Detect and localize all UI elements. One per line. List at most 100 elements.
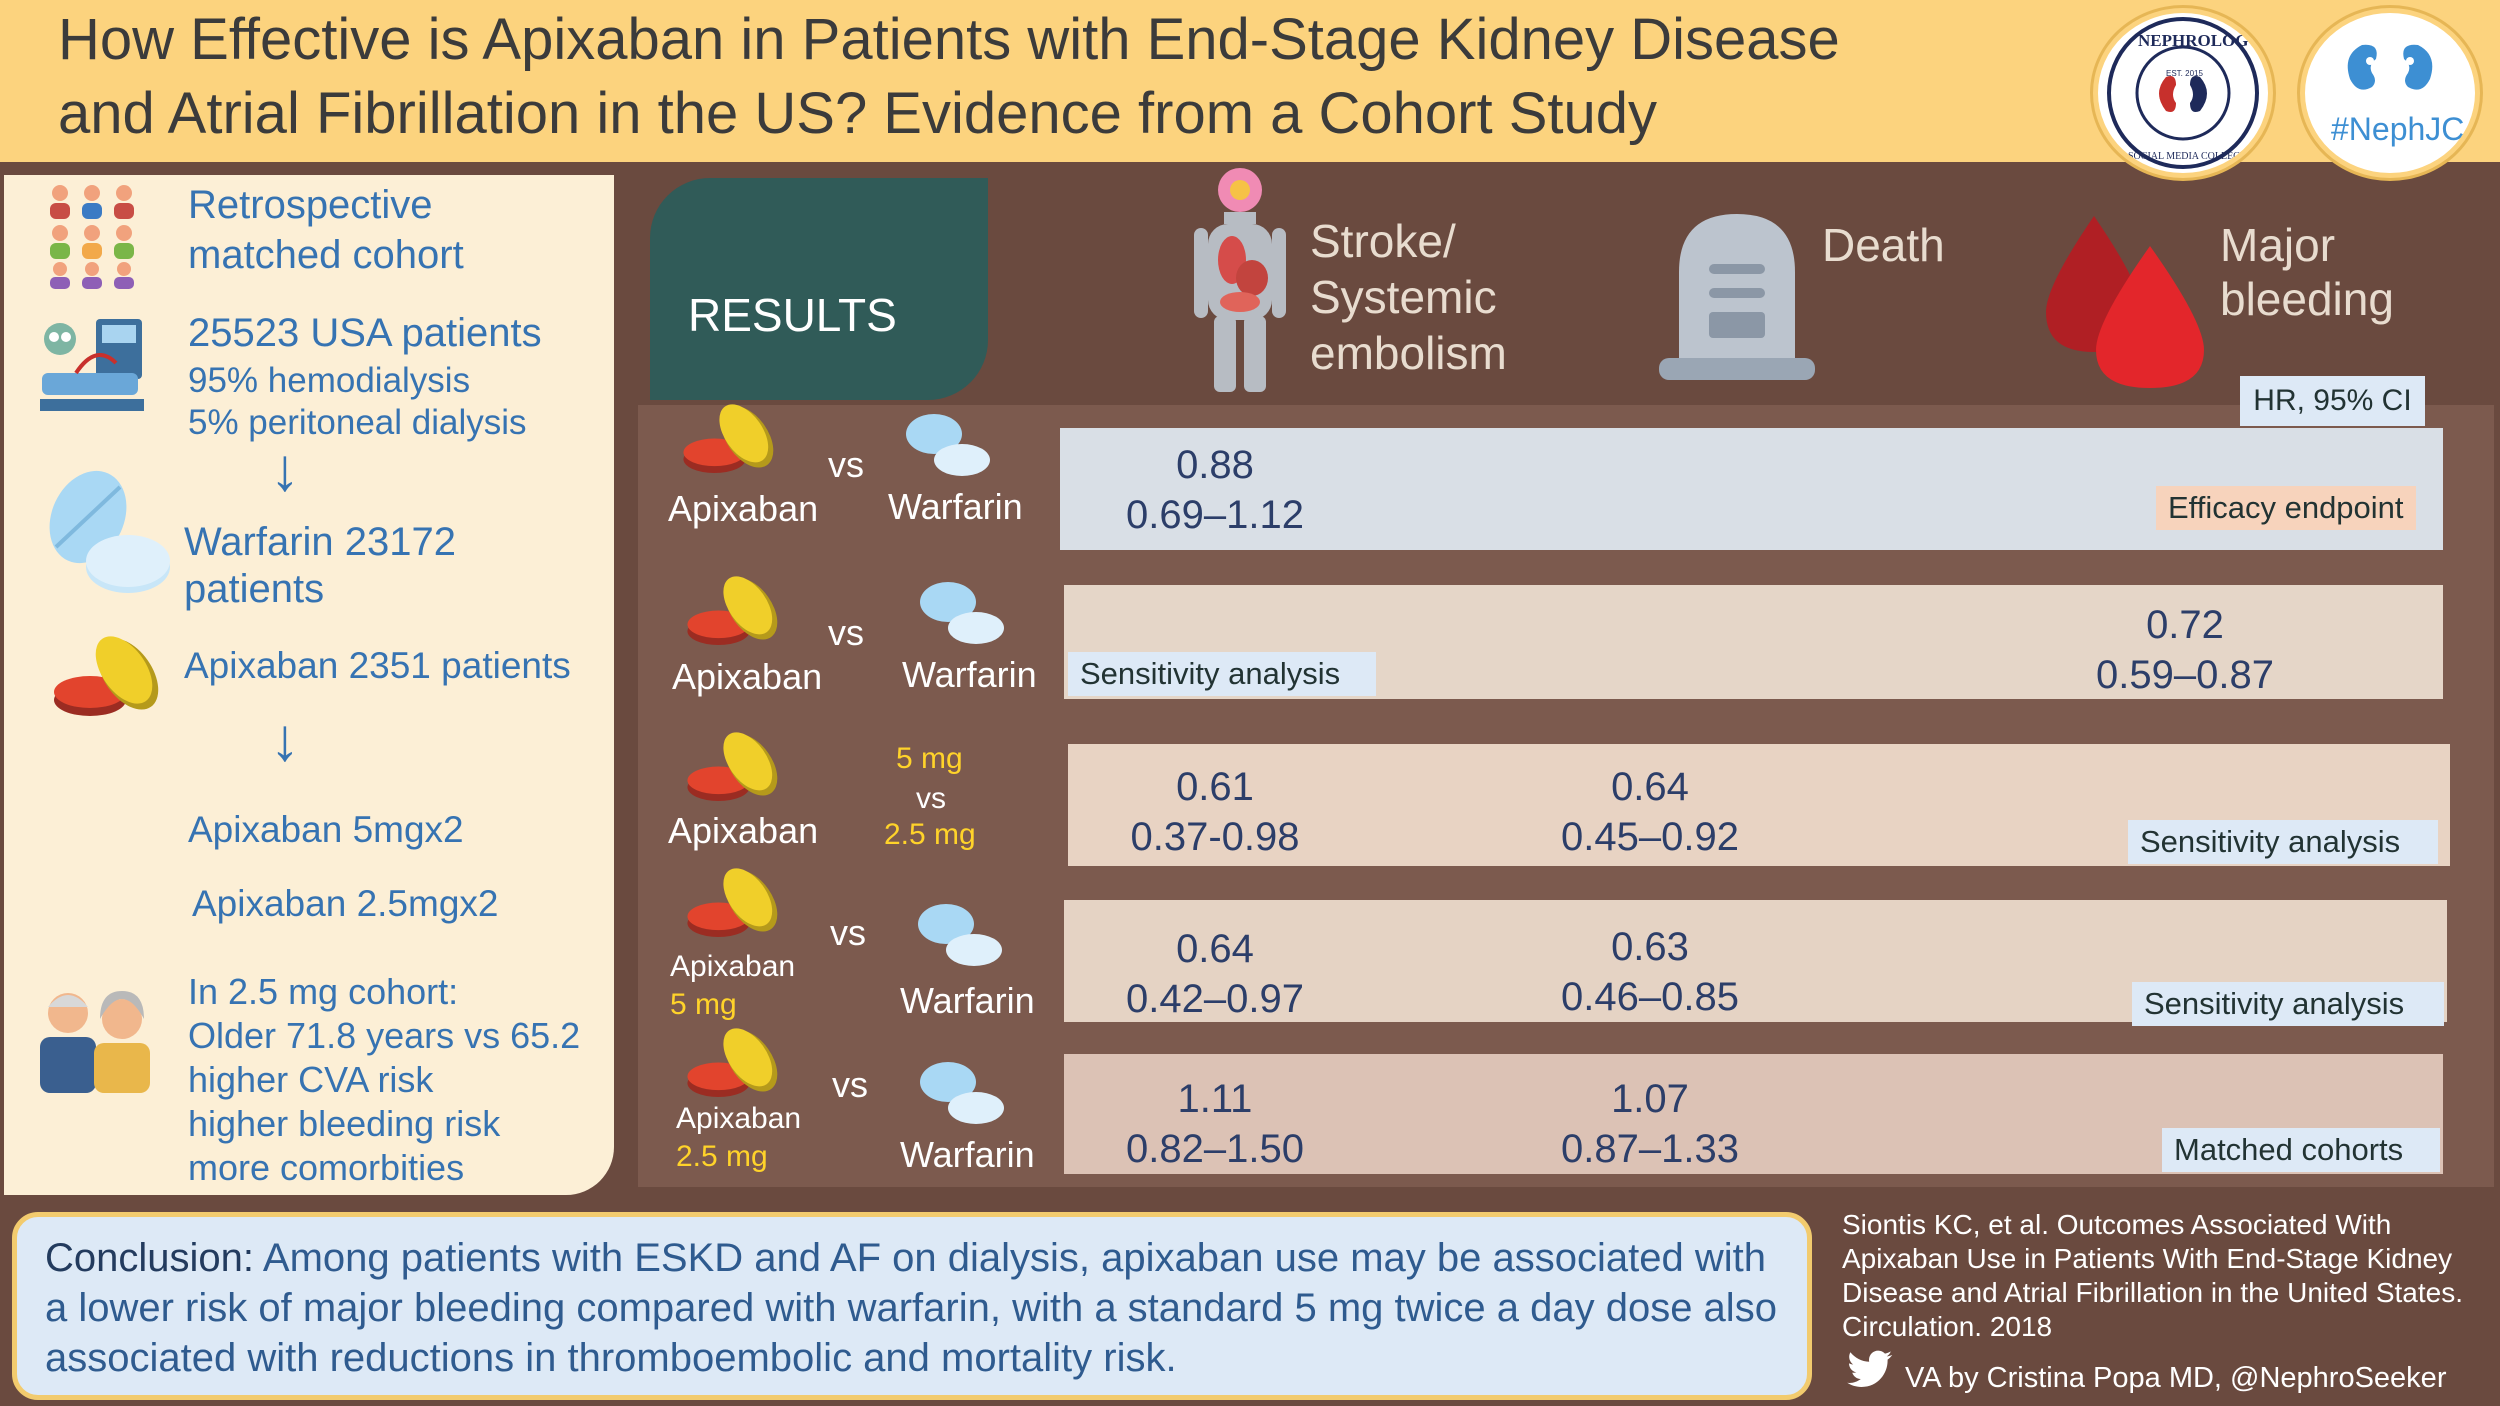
cohort-type-2: matched cohort — [188, 233, 464, 277]
study-design-panel: Retrospective matched cohort 25523 USA p… — [4, 175, 614, 1195]
twitter-bird-icon — [1847, 1350, 1893, 1387]
warfarin-pill-icon — [49, 470, 170, 593]
col-stroke-line2: Systemic — [1310, 271, 1497, 323]
warfarin-unit: patients — [184, 567, 325, 611]
badge-est-text: EST. 2015 — [2166, 69, 2203, 78]
nephrology-badge: NEPHROLOGY EST. 2015 SOCIAL MEDIA COLLEC… — [2093, 8, 2273, 178]
nephjc-badge: #NephJC — [2300, 8, 2480, 178]
death-hr: 1.07 — [1611, 1077, 1689, 1121]
row-tag: Sensitivity analysis — [2128, 820, 2438, 864]
results-tab: RESULTS — [650, 178, 988, 400]
nephrology-seal-icon — [2107, 17, 2259, 169]
warfarin-pill-icon — [920, 582, 1004, 644]
header-banner: How Effective is Apixaban in Patients wi… — [0, 0, 2500, 178]
bleed-ci: 0.59–0.87 — [2096, 653, 2274, 697]
dose-a: 5 mg — [896, 742, 963, 775]
elderly-couple-icon — [40, 991, 150, 1093]
subgroup-line: higher bleeding risk — [188, 1103, 501, 1144]
conclusion-lead: Conclusion: — [45, 1236, 255, 1280]
bleed-hr: 0.72 — [2146, 603, 2224, 647]
body-organs-icon — [1194, 168, 1286, 392]
credit-line: VA by Cristina Popa MD, @NephroSeeker — [1905, 1362, 2447, 1394]
stroke-hr: 1.11 — [1177, 1077, 1253, 1121]
warfarin-pill-icon — [918, 904, 1002, 966]
badge-nephrology-text: NEPHROLOGY — [2138, 31, 2261, 50]
apixaban-pill-icon — [687, 1028, 778, 1098]
apixaban-pill-icon — [687, 868, 778, 938]
warfarin-pill-icon — [906, 414, 990, 476]
stroke-ci: 0.37-0.98 — [1130, 815, 1300, 859]
col-stroke-line1: Stroke/ — [1310, 215, 1456, 267]
kidney-icon — [2347, 44, 2433, 90]
results-label: RESULTS — [688, 289, 897, 341]
row-left-drug: Apixaban — [672, 656, 823, 697]
col-death: Death — [1822, 219, 1945, 271]
subgroup-line: In 2.5 mg cohort: — [188, 971, 459, 1012]
death-hr: 0.64 — [1611, 765, 1689, 809]
row-left-dose: 2.5 mg — [676, 1140, 768, 1173]
death-hr: 0.63 — [1611, 925, 1689, 969]
stroke-hr: 0.64 — [1176, 927, 1254, 971]
warfarin-count: 23172 — [333, 520, 456, 564]
patients-count: 25523 USA patients — [188, 311, 542, 355]
conclusion-box: Conclusion: Among patients with ESKD and… — [12, 1212, 1812, 1400]
row-vs: vs — [916, 782, 946, 815]
warfarin-pill-icon — [920, 1062, 1004, 1124]
badge-nephjc-text: #NephJC — [2331, 111, 2465, 147]
arrow-down-icon: ↓ — [270, 706, 300, 773]
row-vs: vs — [830, 912, 866, 953]
row-left-dose: 5 mg — [670, 988, 737, 1021]
row-left-drug: Apixaban — [670, 950, 796, 983]
apixaban-label: Apixaban — [184, 645, 339, 686]
subgroup-line: Older 71.8 years vs 65.2 — [188, 1015, 581, 1056]
conclusion-body: Among patients with ESKD and AF on dialy… — [45, 1236, 1777, 1380]
subgroup-line: higher CVA risk — [188, 1059, 434, 1100]
row-vs: vs — [828, 444, 864, 485]
apixaban-pill-icon — [687, 576, 778, 646]
death-ci: 0.87–1.33 — [1561, 1127, 1739, 1171]
stroke-hr: 0.61 — [1176, 765, 1254, 809]
apixaban-5mg-dose: Apixaban 5mgx2 — [188, 809, 464, 850]
apixaban-count: 2351 patients — [338, 645, 571, 686]
peritoneal-pct: 5% peritoneal dialysis — [188, 403, 527, 442]
cohort-type-1: Retrospective — [188, 183, 433, 227]
hemodialysis-pct: 95% hemodialysis — [188, 361, 471, 400]
col-bleeding-line2: bleeding — [2220, 273, 2394, 325]
stroke-ci: 0.82–1.50 — [1126, 1127, 1304, 1171]
dose-b: 2.5 mg — [884, 818, 976, 851]
stroke-ci: 0.69–1.12 — [1126, 493, 1304, 537]
col-bleeding-line1: Major — [2220, 219, 2336, 271]
conclusion-text: Conclusion: Among patients with ESKD and… — [45, 1233, 1795, 1383]
row-right-drug: Warfarin — [900, 980, 1035, 1021]
row-vs: vs — [828, 612, 864, 653]
row-tag: Matched cohorts — [2162, 1128, 2440, 1172]
badge-sub-text: SOCIAL MEDIA COLLECTIVE — [2128, 151, 2263, 162]
stroke-hr: 0.88 — [1176, 443, 1254, 487]
row-right-drug: Warfarin — [900, 1134, 1035, 1175]
apixaban-pill-icon — [687, 732, 778, 802]
row-tag: Efficacy endpoint — [2156, 486, 2416, 530]
apixaban-patients: Apixaban 2351 patients — [184, 645, 571, 687]
death-ci: 0.46–0.85 — [1561, 975, 1739, 1019]
arrow-down-icon: ↓ — [270, 436, 300, 503]
row-tag: Sensitivity analysis — [2132, 982, 2444, 1026]
warfarin-label: Warfarin — [184, 520, 334, 564]
blood-drops-icon — [2046, 216, 2204, 388]
row-left-drug: Apixaban — [676, 1102, 802, 1135]
people-group-icon — [50, 185, 134, 289]
death-ci: 0.45–0.92 — [1561, 815, 1739, 859]
col-stroke-line3: embolism — [1310, 327, 1507, 379]
apixaban-pill-icon — [54, 636, 159, 716]
row-right-drug: Warfarin — [902, 654, 1037, 695]
title-line-2: and Atrial Fibrillation in the US? Evide… — [58, 81, 1658, 146]
title-line-1: How Effective is Apixaban in Patients wi… — [58, 7, 1840, 72]
tombstone-icon — [1659, 214, 1815, 380]
apixaban-25mg-dose: Apixaban 2.5mgx2 — [192, 883, 499, 924]
row-right-drug: Warfarin — [888, 486, 1023, 527]
row-tag: Sensitivity analysis — [1068, 652, 1376, 696]
dialysis-patient-icon — [40, 319, 144, 411]
reference-citation: Siontis KC, et al. Outcomes Associated W… — [1842, 1209, 2463, 1342]
warfarin-patients: Warfarin 23172 — [184, 520, 456, 565]
apixaban-pill-icon — [683, 404, 774, 474]
subgroup-line: more comorbities — [188, 1147, 465, 1188]
